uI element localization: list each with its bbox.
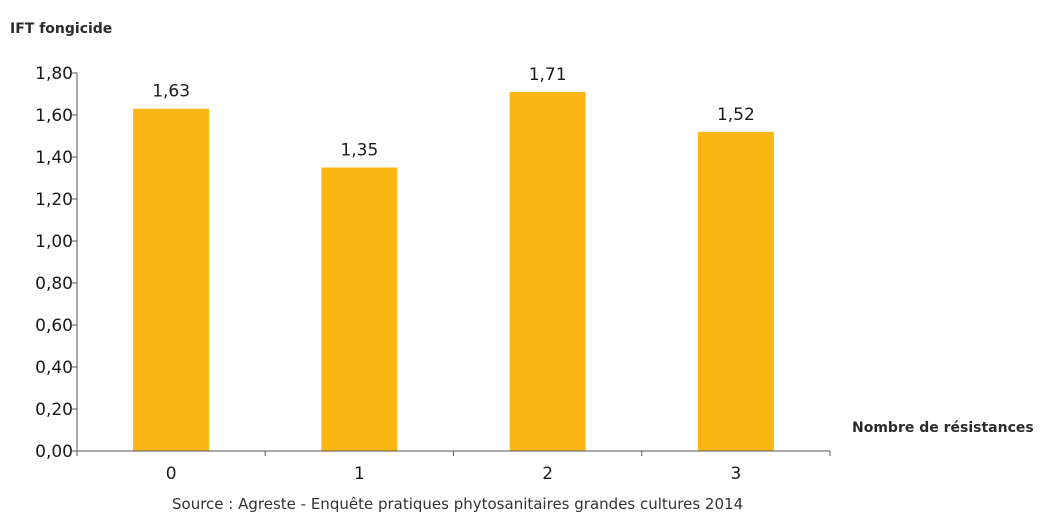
y-tick-label: 0,40 bbox=[35, 358, 73, 378]
data-label-1: 1,35 bbox=[340, 141, 378, 161]
x-tick-label-2: 2 bbox=[542, 464, 553, 484]
y-tick-label: 0,00 bbox=[35, 442, 73, 462]
x-tick-label-1: 1 bbox=[354, 464, 365, 484]
source-note: Source : Agreste - Enquête pratiques phy… bbox=[172, 495, 743, 513]
y-tick-label: 0,60 bbox=[35, 316, 73, 336]
bar-1 bbox=[321, 167, 398, 451]
y-axis: 0,00 0,20 0,40 0,60 0,80 1,00 1,20 1,40 1,60 1,80 bbox=[35, 64, 77, 462]
y-tick-label: 1,20 bbox=[35, 190, 73, 210]
y-tick-label: 1,40 bbox=[35, 148, 73, 168]
bar-2 bbox=[509, 91, 586, 452]
data-label-3: 1,52 bbox=[717, 105, 755, 125]
y-tick-label: 0,80 bbox=[35, 274, 73, 294]
y-tick-label: 1,00 bbox=[35, 232, 73, 252]
bar-0 bbox=[133, 108, 210, 451]
x-axis-title: Nombre de résistances bbox=[852, 420, 1034, 436]
bars-group: 1,63 1,35 1,71 1,52 bbox=[133, 65, 774, 452]
data-label-0: 1,63 bbox=[152, 82, 190, 102]
data-label-2: 1,71 bbox=[529, 65, 567, 85]
x-tick-label-3: 3 bbox=[730, 464, 741, 484]
y-axis-title: IFT fongicide bbox=[10, 21, 112, 37]
x-axis: 0 1 2 3 bbox=[76, 451, 831, 484]
bar-3 bbox=[697, 131, 774, 452]
y-tick-label: 1,80 bbox=[35, 64, 73, 84]
x-tick-label-0: 0 bbox=[166, 464, 177, 484]
y-tick-label: 0,20 bbox=[35, 400, 73, 420]
y-tick-label: 1,60 bbox=[35, 106, 73, 126]
